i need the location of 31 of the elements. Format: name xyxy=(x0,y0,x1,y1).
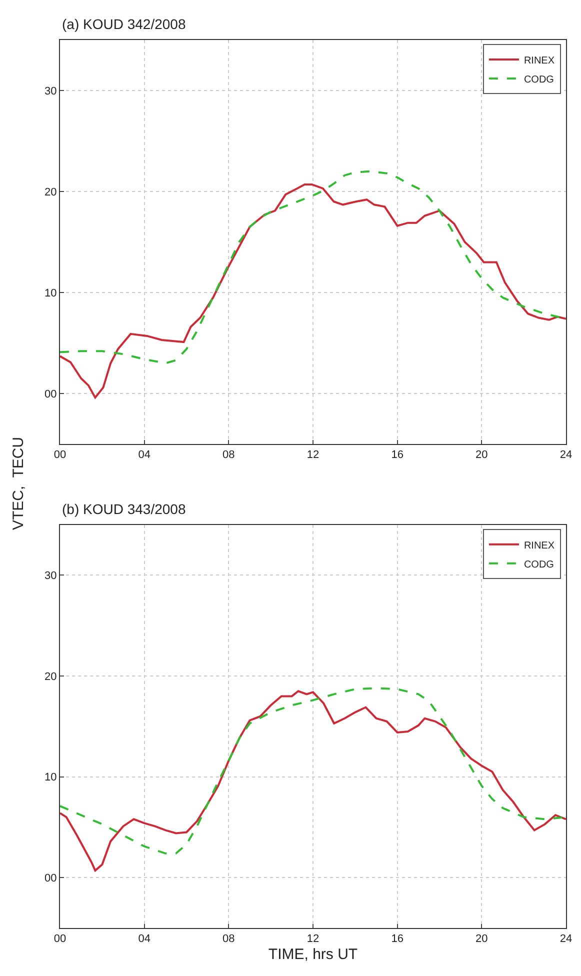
x-tick-label: 04 xyxy=(138,449,150,462)
x-tick-label: 12 xyxy=(306,933,320,946)
x-tick-label: 08 xyxy=(222,933,235,946)
x-tick-label: 00 xyxy=(54,933,66,946)
x-tick-label: 20 xyxy=(476,449,488,462)
chart-title: (a) KOUD 342/2008 xyxy=(62,16,186,32)
x-tick-label: 08 xyxy=(222,449,235,462)
legend-label: CODG xyxy=(524,74,554,86)
chart-title: (b) KOUD 343/2008 xyxy=(62,501,186,517)
x-tick-label: 04 xyxy=(138,933,150,946)
x-tick-label: 20 xyxy=(476,933,488,946)
y-tick-label: 30 xyxy=(44,85,57,98)
y-tick-label: 30 xyxy=(44,570,57,582)
y-tick-label: 20 xyxy=(44,670,57,683)
x-axis-title: TIME, hrs UT xyxy=(268,946,358,964)
x-tick-label: 24 xyxy=(560,449,572,462)
y-tick-label: 10 xyxy=(44,772,57,784)
legend-label: RINEX xyxy=(524,55,555,66)
x-tick-label: 00 xyxy=(54,449,66,462)
x-tick-label: 12 xyxy=(306,449,320,462)
y-tick-label: 00 xyxy=(44,872,57,884)
legend-label: RINEX xyxy=(524,540,555,552)
y-tick-label: 20 xyxy=(44,186,57,198)
legend-label: CODG xyxy=(524,559,554,570)
line-series xyxy=(60,183,566,399)
y-tick-label: 10 xyxy=(44,287,57,300)
y-axis-title: VTEC, TECU xyxy=(10,436,27,530)
x-tick-label: 16 xyxy=(391,933,404,946)
x-tick-label: 24 xyxy=(560,933,572,946)
y-tick-label: 00 xyxy=(44,388,57,400)
x-tick-label: 16 xyxy=(391,449,404,462)
